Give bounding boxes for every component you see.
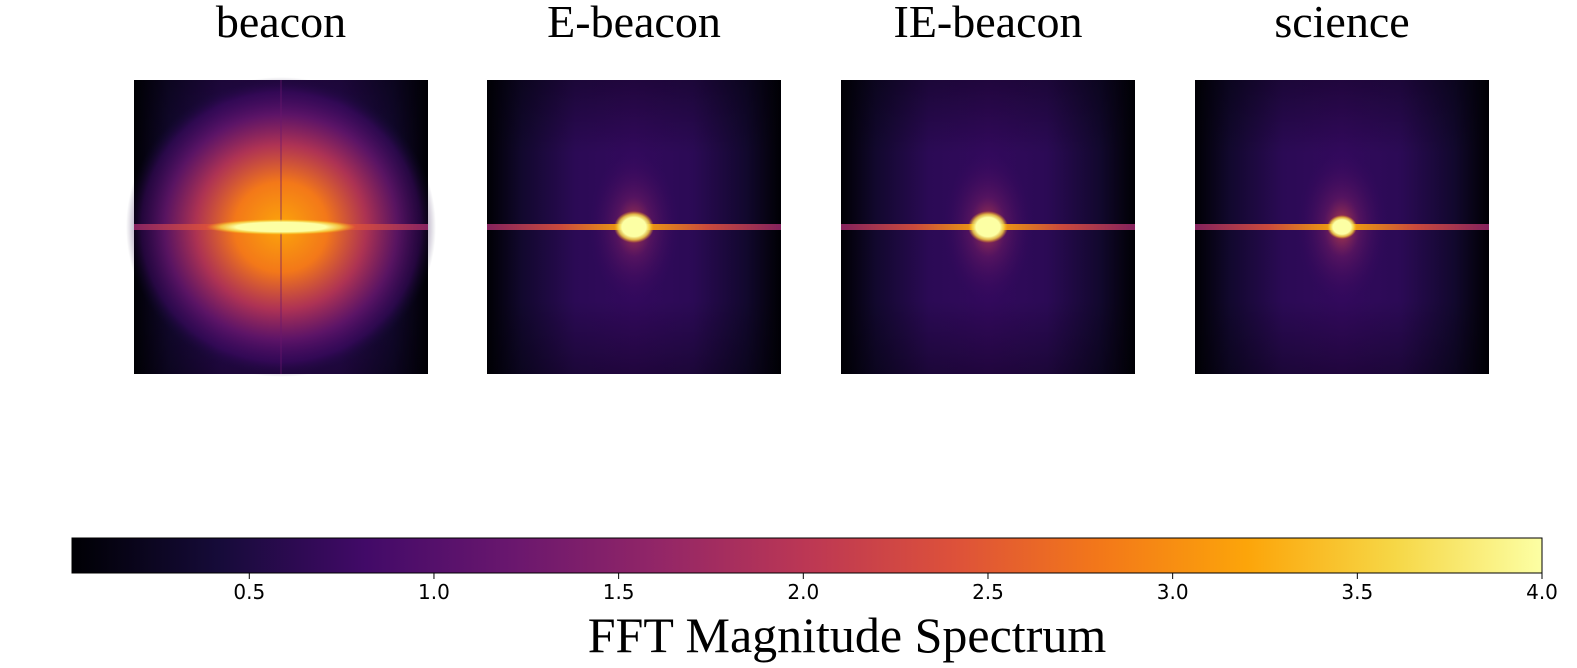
colorbar-tick-label: 4.0	[1526, 580, 1558, 604]
colorbar-label: FFT Magnitude Spectrum	[588, 607, 1107, 663]
colorbar-tick-label: 2.5	[972, 580, 1004, 604]
colorbar-tick-label: 1.0	[418, 580, 450, 604]
panel-title: beacon	[216, 0, 346, 47]
heatmap-image	[1195, 80, 1489, 374]
colorbar-tick-label: 1.5	[603, 580, 635, 604]
colorbar-tick-label: 2.0	[787, 580, 819, 604]
heatmap-image	[841, 80, 1135, 374]
heatmap-image	[487, 80, 781, 374]
colorbar-tick-label: 3.0	[1157, 580, 1189, 604]
colorbar-tick-label: 3.5	[1341, 580, 1373, 604]
panel-title: IE-beacon	[894, 0, 1083, 47]
colorbar-tick-label: 0.5	[233, 580, 265, 604]
colorbar	[71, 537, 1543, 574]
panel-title: E-beacon	[547, 0, 721, 47]
heatmap-image	[126, 77, 436, 377]
panel-title: science	[1274, 0, 1409, 47]
